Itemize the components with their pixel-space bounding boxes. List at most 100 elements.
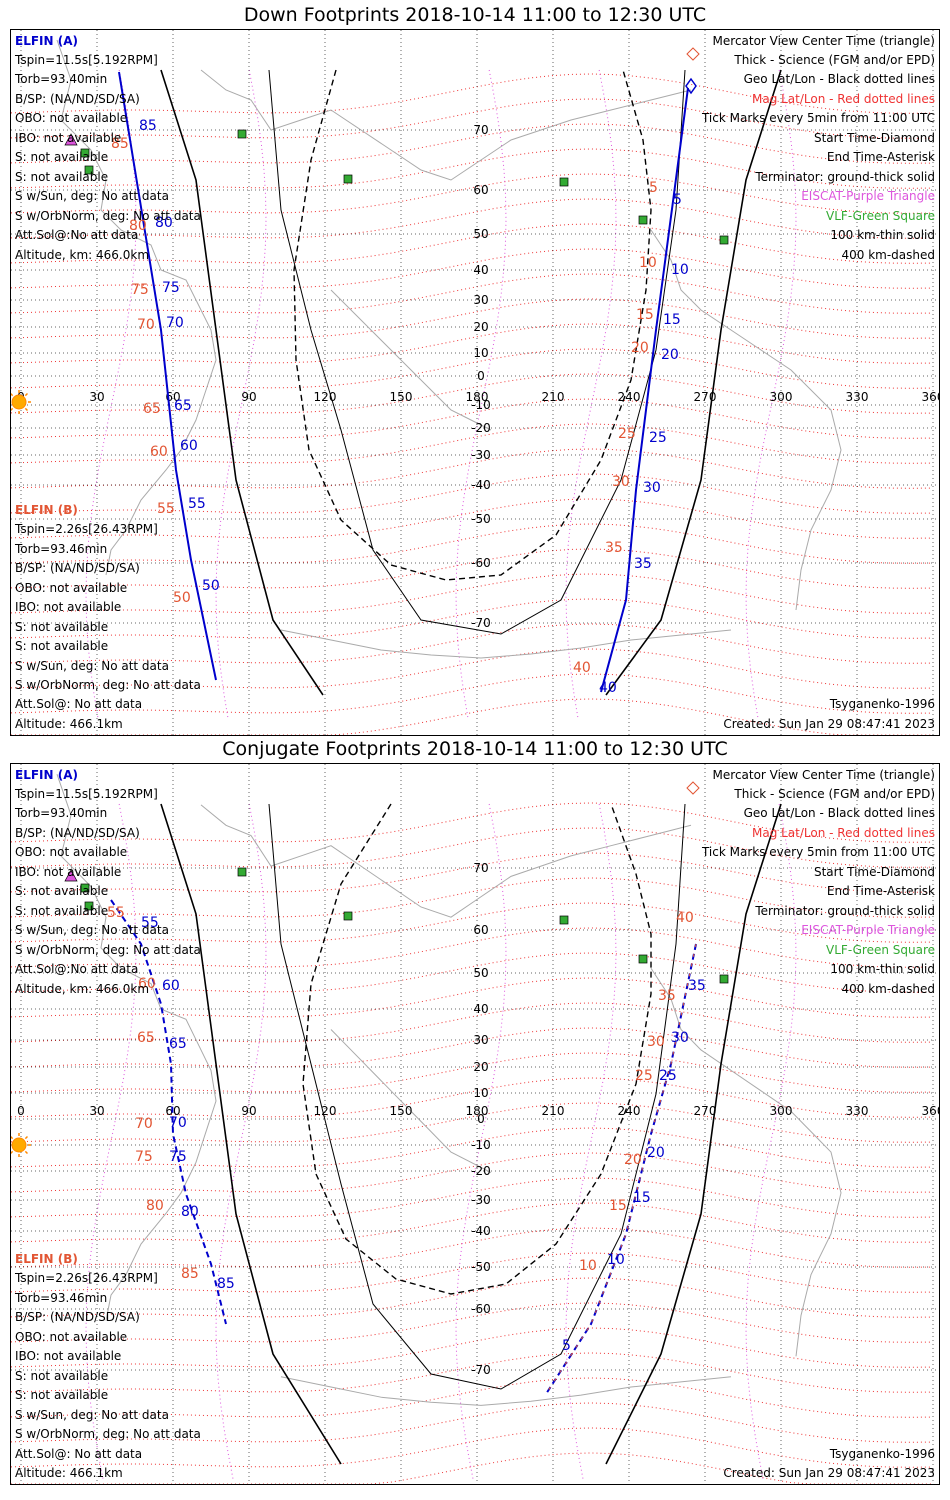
coastline [280, 629, 732, 659]
track-tick-label-a: 5 [562, 1338, 571, 1354]
science-marker-icon [686, 781, 700, 795]
coastline [650, 229, 842, 611]
track-tick-label-b: 75 [131, 282, 149, 298]
mag-lon-line [745, 803, 797, 1480]
lon-tick-label: 330 [846, 1104, 869, 1118]
legend-line: 400 km-dashed [841, 248, 935, 262]
legend-line: Mercator View Center Time (triangle) [712, 768, 935, 782]
lon-tick-label: 30 [89, 1104, 104, 1118]
mag-lon-line [455, 803, 507, 1480]
legend-line: Geo Lat/Lon - Black dotted lines [743, 806, 935, 820]
lat-tick-label: 0 [477, 1112, 485, 1126]
legend-line: Tick Marks every 5min from 11:00 UTC [701, 111, 935, 125]
elfin-a-line: Att.Sol@:No att data [15, 228, 139, 242]
sun-icon [11, 1137, 27, 1153]
lon-tick-label: 270 [694, 1104, 717, 1118]
mag-lon-line [565, 69, 617, 721]
track-tick-label-a: 80 [155, 215, 173, 231]
mag-lat-line [11, 877, 932, 918]
track-tick-label-a: 55 [141, 915, 159, 931]
track-tick-label-b: 20 [624, 1152, 642, 1168]
track-tick-label-a: 15 [633, 1190, 651, 1206]
mag-lat-line [11, 1252, 932, 1293]
sun-icon [11, 394, 27, 410]
track-tick-label-a: 5 [673, 192, 682, 208]
sun-ray [11, 1135, 14, 1140]
track-tick-label-a: 35 [634, 556, 652, 572]
lat-tick-label: 60 [473, 923, 488, 937]
track-tick-label-a: 10 [671, 262, 689, 278]
mag-lat-line [11, 498, 932, 539]
track-tick-label-b: 40 [573, 660, 591, 676]
elfin-b-line: OBO: not available [15, 581, 128, 595]
track-tick-label-a: 20 [647, 1145, 665, 1161]
mag-lat-line [11, 1277, 932, 1318]
track-tick-label-b: 60 [150, 444, 168, 460]
terminator-400km [302, 803, 652, 1295]
track-tick-label-b: 10 [639, 255, 657, 271]
elfin-b-line: S w/OrbNorm, deg: No att data [15, 678, 201, 692]
mag-lat-line [11, 1427, 932, 1468]
track-tick-label-a: 25 [659, 1068, 677, 1084]
coastline [330, 1029, 492, 1173]
track-tick-label-a: 55 [188, 496, 206, 512]
sun-ray [24, 407, 29, 412]
lat-tick-label: 30 [473, 1033, 488, 1047]
map-canvas: 0 30 60 90 120 150 180 210 240 270 300 330 360 70 60 50… [11, 30, 939, 735]
elfin-b-line: Altitude: 466.1km [15, 1466, 123, 1480]
mag-lat-line [11, 1052, 932, 1093]
coastline [650, 967, 842, 1357]
lon-tick-label: 300 [770, 1104, 793, 1118]
track-tick-label-b: 70 [135, 1116, 153, 1132]
elfin-a-line: Tspin=11.5s[5.192RPM] [15, 787, 158, 801]
track-tick-label-a: 35 [688, 978, 706, 994]
mag-lat-line [11, 1027, 932, 1068]
lat-tick-label: 50 [473, 966, 488, 980]
elfin-a-line: Altitude, km: 466.0km [15, 982, 150, 996]
elfin-track-east [545, 943, 697, 1395]
track-tick-label-a: 10 [607, 1252, 625, 1268]
lat-tick-label: -20 [471, 421, 491, 435]
elfin-a-line: IBO: not available [15, 131, 122, 145]
elfin-b-line: S: not available [15, 639, 109, 653]
lat-tick-label: 20 [473, 1060, 488, 1074]
mag-lat-line [11, 298, 932, 339]
track-tick-label-a: 25 [649, 430, 667, 446]
lat-tick-label: 10 [473, 1086, 488, 1100]
track-tick-label-b: 55 [157, 501, 175, 517]
elfin-b-line: Altitude: 466.1km [15, 717, 123, 731]
elfin-a-line: B/SP: (NA/ND/SD/SA) [15, 92, 140, 106]
lon-tick-label: 150 [390, 390, 413, 404]
vlf-station-square [559, 915, 569, 925]
mag-lat-line [11, 423, 932, 464]
lat-tick-label: -20 [471, 1164, 491, 1178]
mag-lat-line [11, 977, 932, 1018]
mag-lat-line [11, 1127, 932, 1168]
lon-tick-label: 240 [618, 1104, 641, 1118]
elfin-b-line: S w/Sun, deg: No att data [15, 659, 169, 673]
legend-line: Geo Lat/Lon - Black dotted lines [743, 72, 935, 86]
elfin-b-line: IBO: not available [15, 600, 122, 614]
mag-lat-line [11, 1177, 932, 1218]
lon-tick-label: 180 [466, 390, 489, 404]
track-tick-label-b: 10 [579, 1258, 597, 1274]
elfin-track-east [600, 87, 689, 693]
coastline [280, 1376, 732, 1406]
mag-lat-line [11, 673, 932, 714]
mag-lat-line [11, 927, 932, 968]
mag-lat-line [11, 123, 932, 164]
legend-line: End Time-Asterisk [826, 884, 935, 898]
model-label: Tsyganenko-1996 [829, 1447, 935, 1461]
legend-line: VLF-Green Square [826, 943, 935, 957]
lat-tick-label: -70 [471, 1363, 491, 1377]
lat-tick-label: -60 [471, 556, 491, 570]
track-tick-label-b: 15 [636, 307, 654, 323]
vlf-station-square [638, 215, 648, 225]
lat-tick-label: 40 [473, 1002, 488, 1016]
lon-tick-label: 120 [314, 390, 337, 404]
elfin-b-header: ELFIN (B) [15, 1252, 78, 1266]
mag-lat-line [11, 1302, 932, 1343]
track-tick-label-b: 80 [129, 218, 147, 234]
lat-tick-label: 50 [473, 227, 488, 241]
elfin-a-line: S: not available [15, 904, 109, 918]
